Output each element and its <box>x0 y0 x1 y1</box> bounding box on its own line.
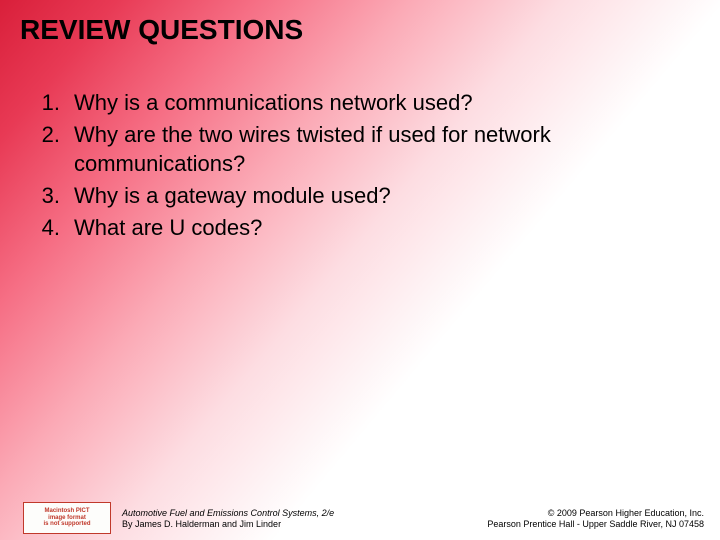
list-item: 2. Why are the two wires twisted if used… <box>30 120 690 179</box>
list-item: 4. What are U codes? <box>30 213 690 243</box>
footer-right: © 2009 Pearson Higher Education, Inc. Pe… <box>487 508 704 531</box>
footer-book-title: Automotive Fuel and Emissions Control Sy… <box>122 508 334 519</box>
item-number: 1. <box>30 88 74 118</box>
item-text: Why is a communications network used? <box>74 88 690 118</box>
footer-left: Automotive Fuel and Emissions Control Sy… <box>122 508 334 531</box>
list-item: 1. Why is a communications network used? <box>30 88 690 118</box>
item-text: What are U codes? <box>74 213 690 243</box>
footer-copyright: © 2009 Pearson Higher Education, Inc. <box>487 508 704 519</box>
item-text: Why is a gateway module used? <box>74 181 690 211</box>
question-list: 1. Why is a communications network used?… <box>30 88 690 244</box>
item-number: 3. <box>30 181 74 211</box>
footer: Automotive Fuel and Emissions Control Sy… <box>0 508 720 531</box>
item-text: Why are the two wires twisted if used fo… <box>74 120 690 179</box>
footer-byline: By James D. Halderman and Jim Linder <box>122 519 334 530</box>
item-number: 4. <box>30 213 74 243</box>
slide: REVIEW QUESTIONS 1. Why is a communicati… <box>0 0 720 540</box>
item-number: 2. <box>30 120 74 179</box>
slide-title: REVIEW QUESTIONS <box>20 14 303 46</box>
footer-address: Pearson Prentice Hall - Upper Saddle Riv… <box>487 519 704 530</box>
list-item: 3. Why is a gateway module used? <box>30 181 690 211</box>
